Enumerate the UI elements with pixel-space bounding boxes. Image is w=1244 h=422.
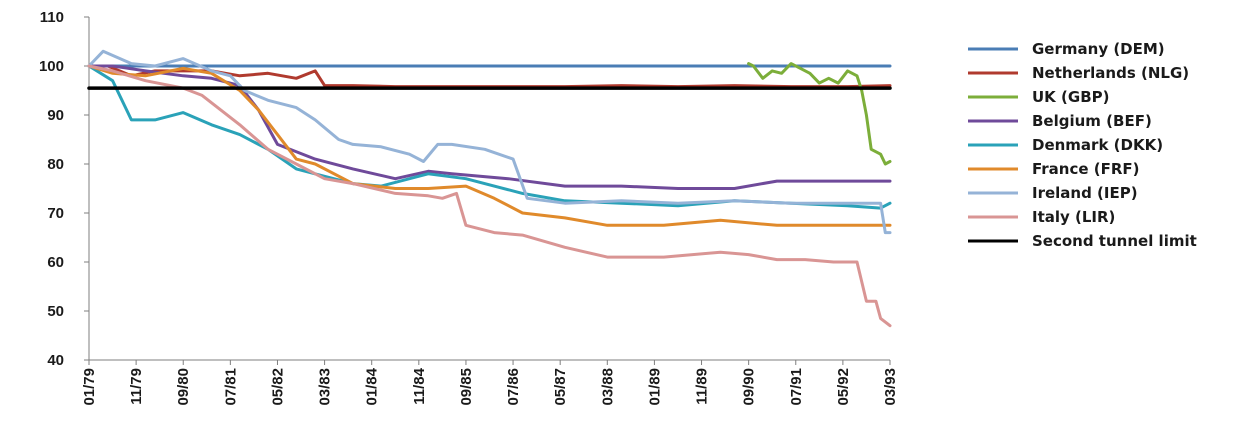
series-line-italy-lir	[87, 64, 892, 328]
series-line-france-frf	[87, 64, 892, 227]
x-tick-label: 09/80	[175, 368, 192, 406]
legend-label-belgium-bef: Belgium (BEF)	[1032, 112, 1152, 130]
series-layer	[87, 49, 892, 328]
x-tick-label: 09/85	[458, 368, 475, 406]
x-tick-label: 03/88	[599, 368, 616, 406]
legend-label-second-tunnel-limit: Second tunnel limit	[1032, 232, 1197, 250]
legend-label-france-frf: France (FRF)	[1032, 160, 1140, 178]
x-tick-label: 05/82	[269, 368, 286, 406]
legend-label-uk-gbp: UK (GBP)	[1032, 88, 1109, 106]
x-tick-label: 07/86	[505, 368, 522, 406]
chart-axes: 40 50 60 70 80 90 100 110 01/79 11/79 09/80 07/81 05…	[39, 9, 899, 406]
legend-label-germany-dem: Germany (DEM)	[1032, 40, 1165, 58]
y-tick-label: 90	[47, 107, 64, 124]
x-tick-label: 07/91	[788, 368, 805, 406]
y-tick-label: 70	[47, 205, 64, 222]
x-tick-label: 11/89	[694, 368, 711, 405]
x-tick-label: 05/87	[552, 368, 569, 406]
y-tick-label: 40	[47, 352, 64, 369]
y-tick-label: 100	[39, 58, 64, 75]
y-tick-label: 110	[40, 9, 64, 26]
y-tick-label: 80	[47, 156, 64, 173]
x-tick-label: 03/93	[882, 368, 899, 406]
legend-label-netherlands-nlg: Netherlands (NLG)	[1032, 64, 1189, 82]
x-tick-label: 11/79	[128, 368, 145, 405]
series-line-ireland-iep	[87, 49, 892, 235]
x-tick-label: 09/90	[741, 368, 758, 406]
x-tick-label: 11/84	[411, 367, 428, 404]
x-tick-label: 01/89	[646, 368, 663, 406]
legend: Germany (DEM) Netherlands (NLG) UK (GBP) Be…	[968, 40, 1197, 250]
x-tick-label: 07/81	[222, 368, 239, 406]
legend-label-italy-lir: Italy (LIR)	[1032, 208, 1115, 226]
x-tick-label: 05/92	[835, 368, 852, 406]
x-tick-label: 01/79	[81, 368, 98, 406]
x-tick-label: 03/83	[317, 368, 334, 406]
x-tick-label: 01/84	[364, 367, 381, 405]
series-line-belgium-bef	[87, 64, 892, 190]
series-line-uk-gbp	[747, 62, 892, 166]
legend-label-ireland-iep: Ireland (IEP)	[1032, 184, 1138, 202]
y-tick-label: 60	[47, 254, 64, 271]
y-tick-label: 50	[47, 303, 64, 320]
legend-label-denmark-dkk: Denmark (DKK)	[1032, 136, 1163, 154]
